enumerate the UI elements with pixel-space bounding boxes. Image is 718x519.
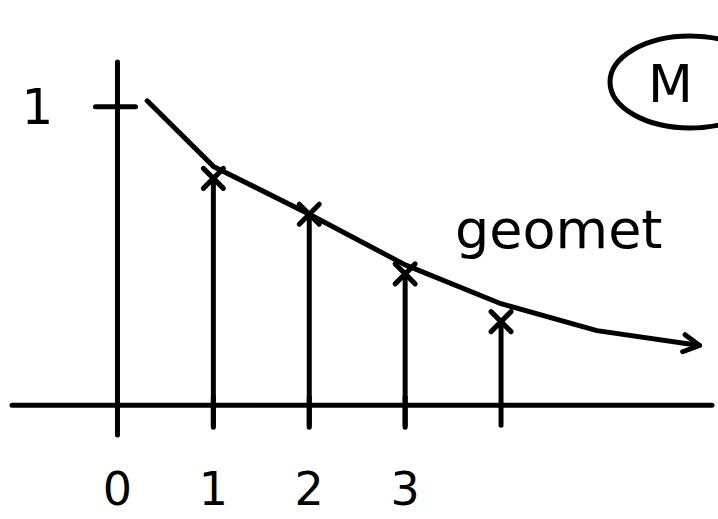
x-marker [491, 312, 511, 332]
x-marker [395, 264, 415, 284]
x-marker [299, 204, 319, 224]
marks [147, 101, 699, 425]
chart: 0 1 2 3 1 geomet M [0, 0, 718, 519]
arrow-head [683, 335, 700, 352]
y-axis [115, 62, 120, 435]
y-tick-label: 1 [22, 78, 54, 136]
stem [403, 274, 408, 425]
x-tick-label: 1 [199, 462, 228, 516]
stem [211, 178, 216, 425]
stem [307, 214, 312, 425]
annotation: M [648, 54, 693, 114]
stem [499, 322, 504, 426]
annotation: geomet [455, 198, 663, 261]
x-marker [203, 168, 223, 188]
x-tick-label: 2 [295, 462, 324, 516]
curve [147, 101, 699, 346]
y-tick [95, 104, 135, 109]
x-tick-label: 3 [391, 462, 420, 516]
circle-outline [610, 36, 718, 128]
x-tick-label: 0 [103, 462, 132, 516]
